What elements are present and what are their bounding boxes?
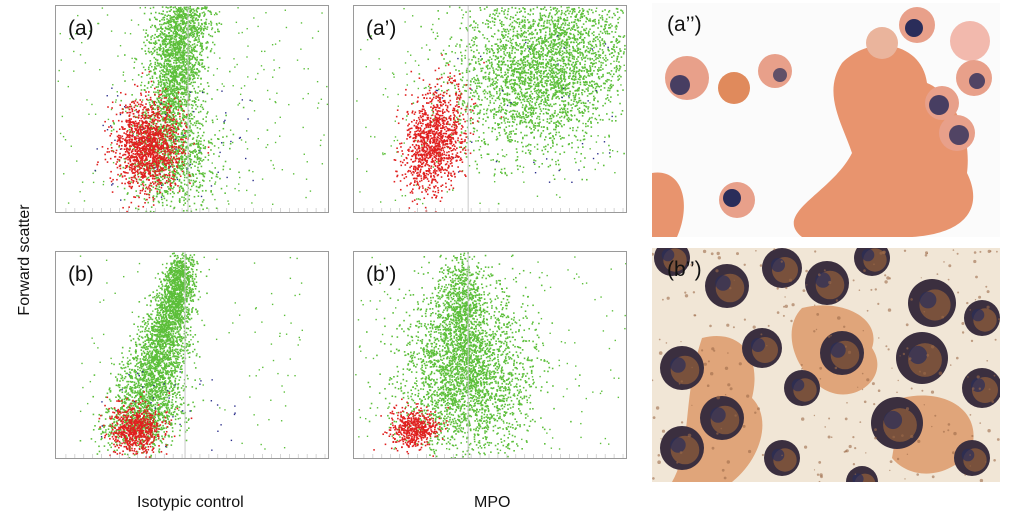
micrograph-image-b-dprime xyxy=(652,248,1000,482)
scatter-panel-a-prime: (a’) xyxy=(353,5,627,213)
scatter-plot-a-prime xyxy=(356,6,626,212)
scatter-panel-a: (a) xyxy=(55,5,329,213)
micrograph-image-a-dprime xyxy=(652,3,1000,237)
micrograph-b-dprime: (b’’) xyxy=(652,248,1000,482)
scatter-plot-a xyxy=(57,6,328,212)
panel-label-a-prime: (a’) xyxy=(366,17,397,40)
y-axis-label: Forward scatter xyxy=(16,204,33,316)
scatter-panel-b-prime: (b’) xyxy=(353,251,627,459)
panel-label-b: (b) xyxy=(68,263,94,286)
micrograph-a-dprime: (a’’) xyxy=(652,3,1000,237)
scatter-panel-b: (b) xyxy=(55,251,329,459)
panel-label-b-prime: (b’) xyxy=(366,263,397,286)
panel-label-a-dprime: (a’’) xyxy=(667,13,702,36)
scatter-plot-b xyxy=(65,252,326,458)
x-axis-label-mpo: MPO xyxy=(474,494,511,511)
panel-label-b-dprime: (b’’) xyxy=(667,258,702,281)
x-axis-label-isotypic: Isotypic control xyxy=(137,494,244,511)
scatter-plot-b-prime xyxy=(355,252,626,458)
panel-label-a: (a) xyxy=(68,17,94,40)
y-axis-label-container: Forward scatter xyxy=(10,160,40,360)
